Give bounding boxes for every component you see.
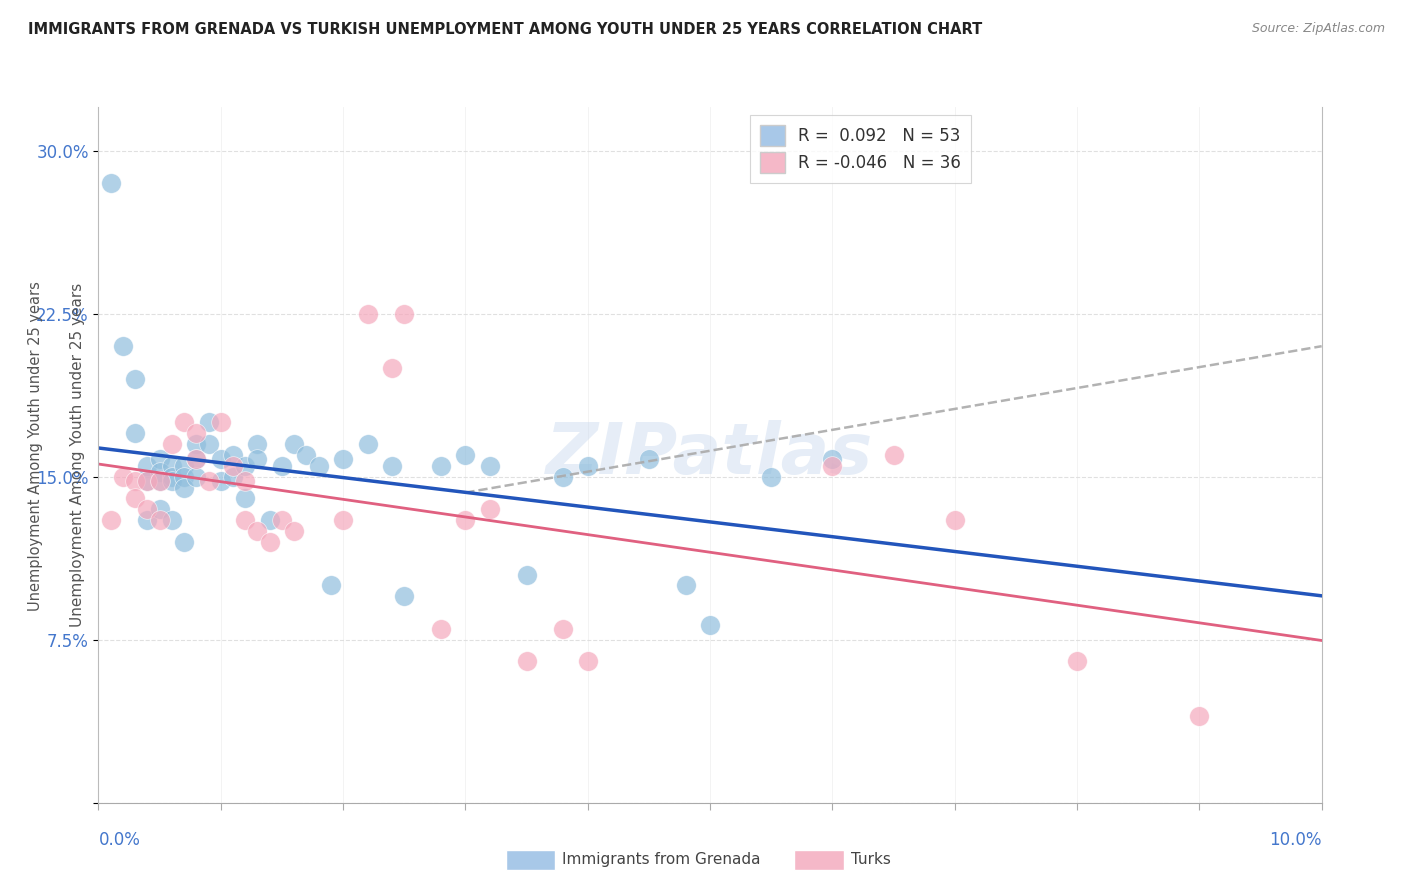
Point	[186, 469, 208, 483]
Point	[209, 415, 232, 429]
Point	[759, 469, 782, 483]
Point	[454, 448, 477, 462]
Point	[356, 437, 378, 451]
Y-axis label: Unemployment Among Youth under 25 years: Unemployment Among Youth under 25 years	[69, 283, 84, 627]
Point	[149, 466, 172, 480]
Point	[197, 474, 219, 488]
Point	[430, 458, 453, 473]
Point	[516, 655, 538, 669]
Point	[308, 458, 330, 473]
Point	[100, 176, 122, 190]
Point	[173, 415, 195, 429]
Point	[124, 491, 146, 506]
Point	[186, 437, 208, 451]
Point	[283, 437, 305, 451]
Point	[149, 474, 172, 488]
Point	[111, 469, 134, 483]
Point	[478, 458, 501, 473]
Point	[222, 469, 245, 483]
Point	[319, 578, 342, 592]
Point	[430, 622, 453, 636]
Point	[197, 437, 219, 451]
Point	[259, 535, 281, 549]
Point	[149, 513, 172, 527]
Point	[576, 458, 599, 473]
Point	[209, 474, 232, 488]
Point	[246, 437, 269, 451]
Point	[233, 491, 256, 506]
Text: IMMIGRANTS FROM GRENADA VS TURKISH UNEMPLOYMENT AMONG YOUTH UNDER 25 YEARS CORRE: IMMIGRANTS FROM GRENADA VS TURKISH UNEMP…	[28, 22, 983, 37]
Point	[381, 360, 404, 375]
Point	[270, 458, 292, 473]
Point	[173, 458, 195, 473]
Point	[233, 474, 256, 488]
Point	[186, 452, 208, 467]
Point	[160, 474, 183, 488]
Point	[356, 307, 378, 321]
Point	[233, 458, 256, 473]
Point	[699, 617, 721, 632]
Point	[124, 426, 146, 441]
Point	[246, 452, 269, 467]
Point	[160, 469, 183, 483]
Text: Immigrants from Grenada: Immigrants from Grenada	[562, 853, 761, 867]
Text: ZIPatlas: ZIPatlas	[547, 420, 873, 490]
Point	[136, 474, 159, 488]
Point	[516, 567, 538, 582]
Point	[124, 474, 146, 488]
Point	[233, 513, 256, 527]
Point	[478, 502, 501, 516]
Point	[392, 589, 416, 603]
Legend: R =  0.092   N = 53, R = -0.046   N = 36: R = 0.092 N = 53, R = -0.046 N = 36	[749, 115, 970, 183]
Point	[149, 452, 172, 467]
Text: 0.0%: 0.0%	[98, 830, 141, 848]
Text: Source: ZipAtlas.com: Source: ZipAtlas.com	[1251, 22, 1385, 36]
Point	[173, 481, 195, 495]
Point	[675, 578, 697, 592]
Point	[173, 535, 195, 549]
Point	[821, 458, 844, 473]
Point	[173, 469, 195, 483]
Point	[246, 524, 269, 538]
Point	[186, 426, 208, 441]
Point	[553, 469, 575, 483]
Text: Turks: Turks	[851, 853, 890, 867]
Text: 10.0%: 10.0%	[1270, 830, 1322, 848]
Point	[186, 452, 208, 467]
Point	[222, 448, 245, 462]
Point	[136, 513, 159, 527]
Point	[1188, 708, 1211, 723]
Point	[454, 513, 477, 527]
Point	[160, 513, 183, 527]
Point	[111, 339, 134, 353]
Point	[392, 307, 416, 321]
Point	[100, 513, 122, 527]
Point	[553, 622, 575, 636]
Point	[576, 655, 599, 669]
Point	[821, 452, 844, 467]
Point	[136, 458, 159, 473]
Point	[124, 372, 146, 386]
Point	[270, 513, 292, 527]
Point	[381, 458, 404, 473]
Point	[160, 437, 183, 451]
Point	[149, 502, 172, 516]
Point	[136, 502, 159, 516]
Point	[283, 524, 305, 538]
Point	[222, 458, 245, 473]
Point	[332, 452, 354, 467]
Point	[209, 452, 232, 467]
Point	[332, 513, 354, 527]
Point	[160, 458, 183, 473]
Point	[197, 415, 219, 429]
Point	[943, 513, 966, 527]
Point	[1066, 655, 1088, 669]
Point	[149, 474, 172, 488]
Text: Unemployment Among Youth under 25 years: Unemployment Among Youth under 25 years	[28, 281, 42, 611]
Point	[637, 452, 661, 467]
Point	[259, 513, 281, 527]
Point	[883, 448, 905, 462]
Point	[295, 448, 318, 462]
Point	[136, 474, 159, 488]
